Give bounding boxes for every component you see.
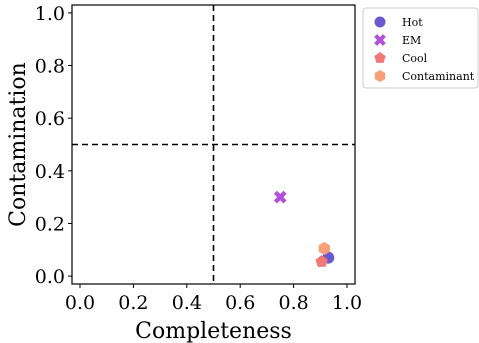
x-marker-stroke — [374, 34, 386, 46]
legend-marker-hot — [374, 16, 386, 28]
legend-label-contaminant: Contaminant — [402, 70, 475, 83]
legend-marker-em — [374, 34, 386, 46]
legend-marker-contaminant — [374, 70, 386, 82]
x-tick-label: 0.2 — [118, 292, 148, 314]
x-tick-label: 0.4 — [172, 292, 202, 314]
y-tick-label: 1.0 — [35, 3, 65, 25]
point-cool — [315, 255, 328, 267]
x-axis-ticks: 0.0 0.2 0.4 0.6 0.8 1.0 — [65, 284, 362, 314]
y-tick-label: 0.4 — [35, 161, 65, 183]
x-tick-label: 0.6 — [225, 292, 255, 314]
legend: Hot EM Cool Contaminant — [362, 7, 479, 89]
legend-label-hot: Hot — [402, 16, 423, 29]
x-tick-label: 0.8 — [278, 292, 308, 314]
y-axis-label: Contamination — [6, 62, 31, 227]
y-tick-label: 0.8 — [35, 56, 65, 78]
point-contaminant — [318, 241, 330, 255]
legend-label-cool: Cool — [402, 52, 428, 65]
x-tick-label: 0.0 — [65, 292, 95, 314]
legend-label-em: EM — [402, 34, 421, 47]
legend-marker-cool — [374, 52, 386, 63]
y-tick-label: 0.0 — [35, 266, 65, 288]
legend-box — [362, 7, 479, 89]
x-tick-label: 1.0 — [332, 292, 362, 314]
data-points — [273, 190, 335, 267]
point-em — [273, 190, 287, 204]
y-tick-label: 0.2 — [35, 213, 65, 235]
y-axis-ticks: 0.0 0.2 0.4 0.6 0.8 1.0 — [35, 3, 72, 288]
y-tick-label: 0.6 — [35, 108, 65, 130]
x-axis-label: Completeness — [135, 319, 292, 343]
x-marker-stroke — [273, 190, 287, 204]
plot-frame — [71, 4, 356, 285]
reference-lines — [72, 5, 355, 284]
